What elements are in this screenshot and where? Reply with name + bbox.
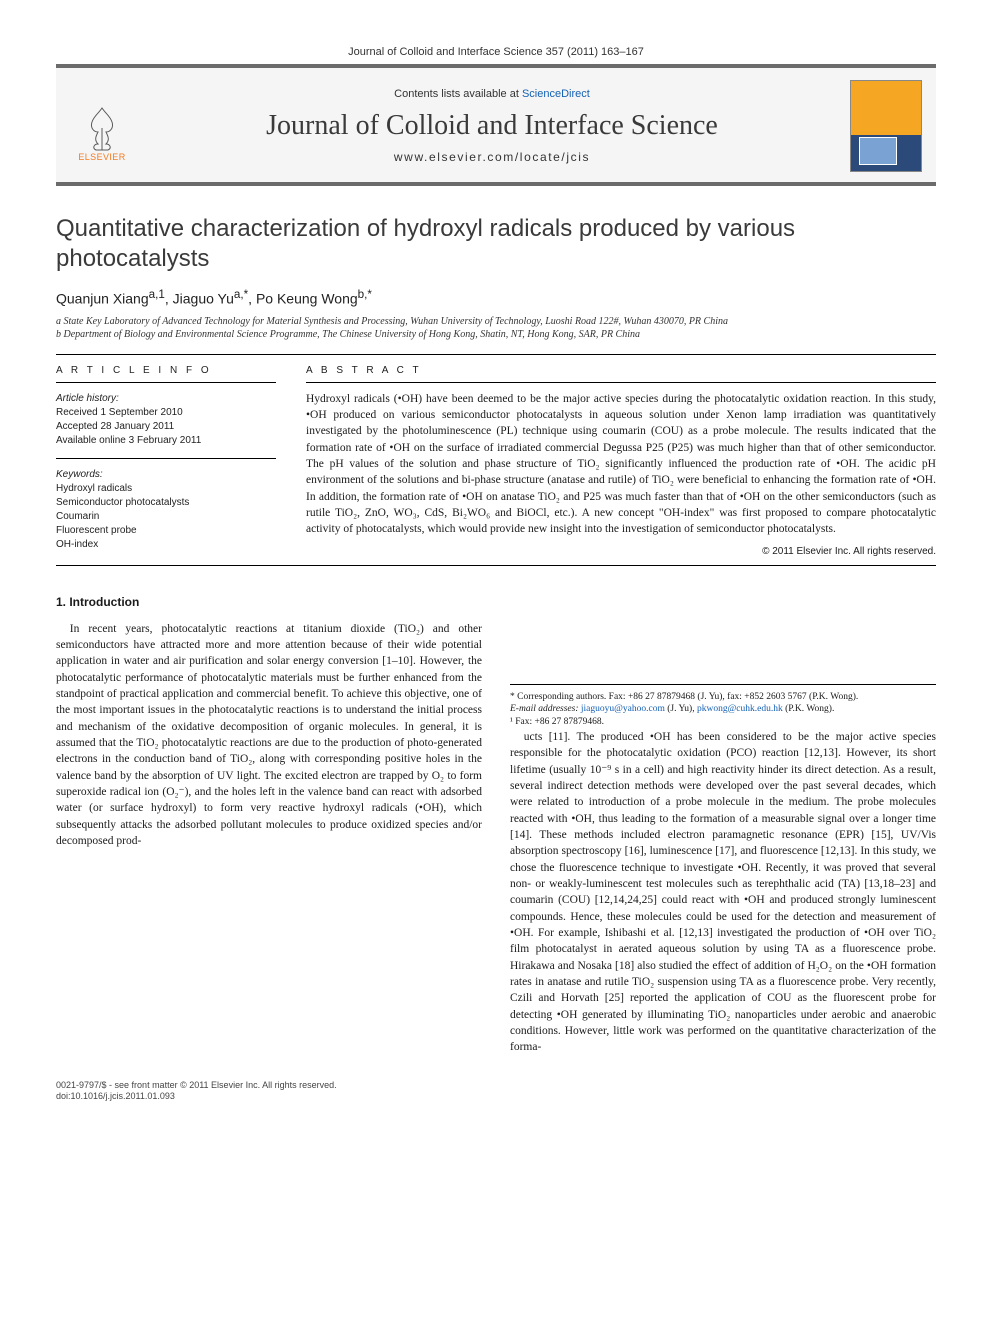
email-link[interactable]: pkwong@cuhk.edu.hk bbox=[697, 704, 783, 714]
elsevier-brand-text: ELSEVIER bbox=[78, 152, 125, 162]
keyword: Semiconductor photocatalysts bbox=[56, 496, 276, 510]
author-affil-sup: b,* bbox=[358, 288, 372, 301]
email-who: (P.K. Wong). bbox=[785, 704, 834, 714]
keyword: Hydroxyl radicals bbox=[56, 482, 276, 496]
email-who: (J. Yu), bbox=[667, 704, 694, 714]
keyword: OH-index bbox=[56, 538, 276, 552]
front-matter-line: 0021-9797/$ - see front matter © 2011 El… bbox=[56, 1080, 936, 1092]
body-paragraph: ucts [11]. The produced •OH has been con… bbox=[510, 729, 936, 1056]
citation-line: Journal of Colloid and Interface Science… bbox=[56, 46, 936, 58]
article-info-heading: A R T I C L E I N F O bbox=[56, 365, 276, 376]
keywords-label: Keywords: bbox=[56, 469, 276, 480]
author-name: Jiaguo Yu bbox=[173, 291, 234, 307]
author-name: Quanjun Xiang bbox=[56, 291, 149, 307]
article-info-column: A R T I C L E I N F O Article history: R… bbox=[56, 365, 276, 557]
footnote-fax: ¹ Fax: +86 27 87879468. bbox=[510, 716, 936, 729]
author-affil-sup: a,* bbox=[234, 288, 248, 301]
elsevier-logo: ELSEVIER bbox=[70, 90, 134, 162]
corresponding-note: * Corresponding authors. Fax: +86 27 878… bbox=[510, 691, 936, 704]
sciencedirect-link[interactable]: ScienceDirect bbox=[522, 88, 590, 100]
keyword: Coumarin bbox=[56, 510, 276, 524]
doi-line: doi:10.1016/j.jcis.2011.01.093 bbox=[56, 1091, 936, 1103]
journal-homepage-url: www.elsevier.com/locate/jcis bbox=[152, 150, 832, 164]
article-history-label: Article history: bbox=[56, 393, 276, 404]
abstract-copyright: © 2011 Elsevier Inc. All rights reserved… bbox=[306, 546, 936, 557]
journal-cover-thumbnail bbox=[850, 80, 922, 172]
affiliation-b: b Department of Biology and Environmenta… bbox=[56, 328, 936, 342]
keyword: Fluorescent probe bbox=[56, 524, 276, 538]
email-link[interactable]: jiaguoyu@yahoo.com bbox=[581, 704, 665, 714]
body-two-column: 1. Introduction In recent years, photoca… bbox=[56, 594, 936, 1056]
divider bbox=[56, 354, 936, 355]
section-heading-introduction: 1. Introduction bbox=[56, 594, 482, 611]
affiliation-a: a State Key Laboratory of Advanced Techn… bbox=[56, 315, 936, 329]
citation-text: Journal of Colloid and Interface Science… bbox=[348, 46, 644, 58]
elsevier-tree-icon bbox=[80, 104, 124, 152]
date-online: Available online 3 February 2011 bbox=[56, 434, 276, 448]
date-accepted: Accepted 28 January 2011 bbox=[56, 420, 276, 434]
affiliations-block: a State Key Laboratory of Advanced Techn… bbox=[56, 315, 936, 342]
divider bbox=[56, 565, 936, 566]
abstract-text: Hydroxyl radicals (•OH) have been deemed… bbox=[306, 391, 936, 538]
contents-available-line: Contents lists available at ScienceDirec… bbox=[152, 88, 832, 100]
footnotes-block: * Corresponding authors. Fax: +86 27 878… bbox=[510, 684, 936, 729]
abstract-column: A B S T R A C T Hydroxyl radicals (•OH) … bbox=[306, 365, 936, 557]
article-title: Quantitative characterization of hydroxy… bbox=[56, 214, 936, 274]
contents-prefix: Contents lists available at bbox=[394, 88, 522, 100]
email-label: E-mail addresses: bbox=[510, 704, 579, 714]
email-line: E-mail addresses: jiaguoyu@yahoo.com (J.… bbox=[510, 703, 936, 716]
journal-title: Journal of Colloid and Interface Science bbox=[152, 110, 832, 142]
abstract-heading: A B S T R A C T bbox=[306, 365, 936, 376]
body-paragraph: In recent years, photocatalytic reaction… bbox=[56, 621, 482, 850]
author-affil-sup: a,1 bbox=[149, 288, 165, 301]
date-received: Received 1 September 2010 bbox=[56, 406, 276, 420]
journal-header-band: ELSEVIER Contents lists available at Sci… bbox=[56, 64, 936, 186]
author-name: Po Keung Wong bbox=[256, 291, 358, 307]
footer-metadata: 0021-9797/$ - see front matter © 2011 El… bbox=[56, 1080, 936, 1103]
author-list: Quanjun Xianga,1, Jiaguo Yua,*, Po Keung… bbox=[56, 288, 936, 307]
